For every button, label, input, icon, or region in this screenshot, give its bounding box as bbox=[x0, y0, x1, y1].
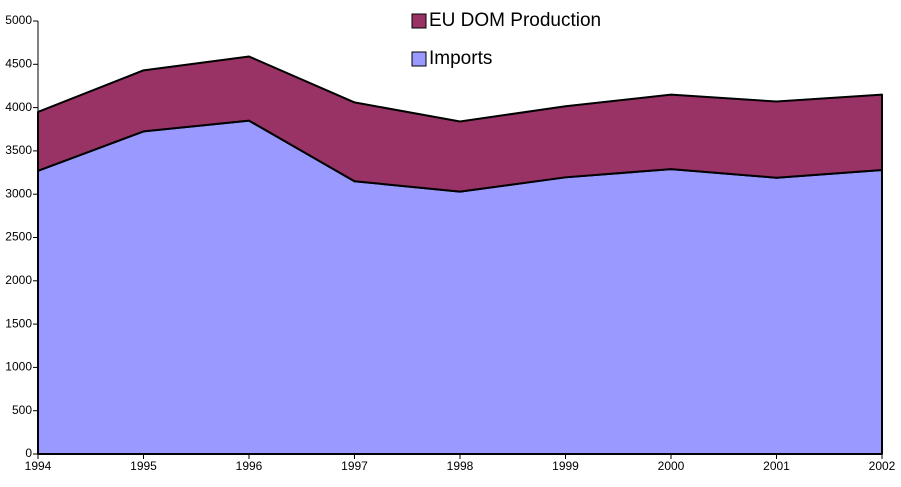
x-tick-label: 2002 bbox=[869, 459, 896, 473]
x-tick-label: 2000 bbox=[658, 459, 685, 473]
x-tick-label: 1994 bbox=[25, 459, 52, 473]
y-tick-label: 2500 bbox=[5, 230, 32, 244]
y-tick-label: 1500 bbox=[5, 316, 32, 330]
y-tick-label: 4000 bbox=[5, 100, 32, 114]
y-tick-label: 500 bbox=[12, 403, 32, 417]
y-tick-label: 1000 bbox=[5, 360, 32, 374]
legend-swatch bbox=[411, 13, 427, 29]
y-tick-label: 0 bbox=[25, 446, 32, 460]
legend-label: Imports bbox=[429, 48, 492, 69]
x-tick-label: 1995 bbox=[130, 459, 157, 473]
y-tick-label: 2000 bbox=[5, 273, 32, 287]
y-tick-label: 3000 bbox=[5, 186, 32, 200]
y-tick-label: 3500 bbox=[5, 143, 32, 157]
legend-label: EU DOM Production bbox=[429, 10, 601, 31]
x-tick-label: 1998 bbox=[447, 459, 474, 473]
x-tick-label: 2001 bbox=[763, 459, 790, 473]
x-tick-label: 1997 bbox=[341, 459, 368, 473]
y-tick-label: 5000 bbox=[5, 13, 32, 27]
x-tick-label: 1996 bbox=[236, 459, 263, 473]
area bbox=[37, 55, 883, 193]
legend-swatch bbox=[411, 51, 427, 67]
x-tick-label: 1999 bbox=[552, 459, 579, 473]
y-tick-label: 4500 bbox=[5, 56, 32, 70]
